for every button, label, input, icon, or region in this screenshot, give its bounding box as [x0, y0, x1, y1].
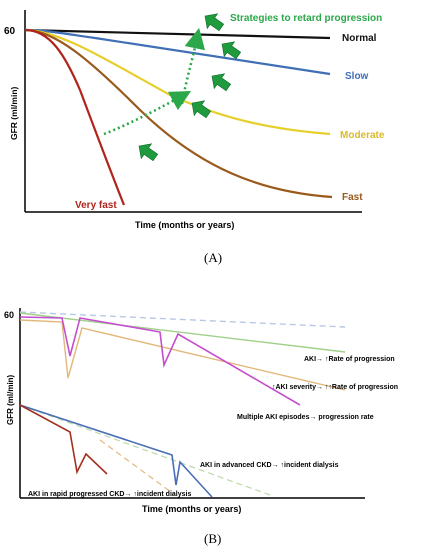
panel-b-label: (B)	[204, 531, 221, 546]
panel-b: 60 GFR (ml/min) Time (months or years) A…	[4, 308, 398, 546]
panel-b-y-tick-60: 60	[4, 310, 14, 320]
strategy-arrow-icon	[221, 41, 242, 60]
advanced-ckd-dashed-line	[19, 404, 271, 496]
strategy-arrows	[138, 13, 242, 162]
advanced-ckd-line	[19, 404, 213, 498]
rapid-ckd-line	[19, 404, 108, 475]
strategy-arrow-icon	[138, 143, 159, 162]
annotation-severity: ↑AKI severity→ ↑↑Rate of progression	[272, 384, 398, 391]
normal-curve	[24, 28, 331, 40]
strategy-arrow-icon	[191, 100, 212, 119]
multiple-aki-line	[19, 316, 301, 406]
dotted-arrow-upper	[180, 27, 206, 105]
strategy-arrow-icon	[211, 73, 232, 92]
rapid-ckd-dashed-line	[99, 439, 176, 496]
panel-a-label: (A)	[204, 250, 222, 265]
panel-a-y-tick-60: 60	[4, 26, 16, 37]
moderate-label: Moderate	[340, 130, 385, 141]
annotation-advanced: AKI in advanced CKD→ ↑incident dialysis	[200, 462, 339, 469]
dotted-arrow-lower	[103, 91, 192, 136]
very-fast-label: Very fast	[75, 200, 117, 211]
fast-label: Fast	[342, 192, 363, 203]
slow-label: Slow	[345, 71, 369, 82]
panel-b-x-axis-label: Time (months or years)	[142, 504, 241, 514]
aki-severity-line	[19, 319, 346, 391]
normal-label: Normal	[342, 33, 377, 44]
panel-a-x-axis-label: Time (months or years)	[135, 220, 234, 230]
panel-a: 60 GFR (ml/min) Time (months or years) N…	[4, 10, 385, 265]
annotation-rapid: AKI in rapid progressed CKD→ ↑incident d…	[28, 491, 191, 498]
moderate-curve	[24, 28, 331, 136]
very-fast-curve	[24, 28, 126, 206]
fast-curve	[24, 28, 333, 199]
baseline-dashed-line	[19, 311, 346, 328]
panel-a-y-axis-label: GFR (ml/min)	[9, 86, 19, 140]
annotation-multiple: Multiple AKI episodes→ progression rate	[237, 414, 374, 421]
aki-rate-line	[19, 312, 346, 353]
strategy-arrow-icon	[204, 13, 225, 32]
annotation-aki-rate: AKI→ ↑Rate of progression	[304, 356, 395, 363]
strategies-label: Strategies to retard progression	[230, 13, 382, 24]
panel-b-y-axis-label: GFR (ml/min)	[6, 374, 15, 425]
